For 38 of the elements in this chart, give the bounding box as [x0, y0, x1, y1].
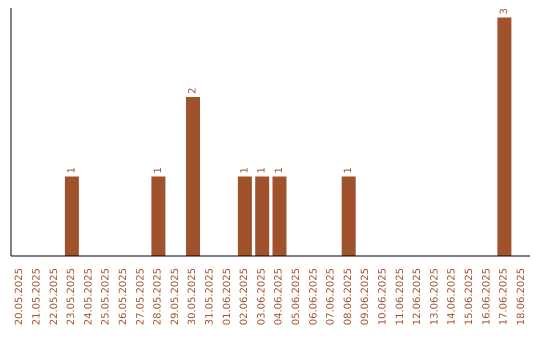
data-label: 2	[188, 88, 198, 94]
data-label: 1	[343, 167, 354, 174]
x-tick-label: 29.05.2025	[170, 268, 181, 326]
x-tick-label: 07.06.2025	[326, 268, 337, 326]
data-label: 3	[498, 8, 510, 15]
x-tick-label: 16.06.2025	[481, 268, 492, 326]
x-tick-label: 09.06.2025	[360, 268, 372, 326]
x-tick-label: 31.05.2025	[204, 268, 216, 326]
x-tick-label: 14.06.2025	[446, 268, 458, 326]
x-tick-label: 02.06.2025	[239, 268, 250, 326]
x-tick-label: 03.06.2025	[256, 268, 268, 326]
x-tick-label: 13.06.2025	[429, 268, 440, 326]
x-tick-label: 04.06.2025	[274, 268, 285, 326]
data-label: 1	[274, 167, 285, 174]
x-tick-label: 10.06.2025	[377, 268, 388, 326]
x-tick-label: 05.06.2025	[290, 268, 302, 326]
data-label: 1	[66, 167, 78, 174]
x-tick-label: 18.06.2025	[516, 268, 527, 326]
x-tick-label: 30.05.2025	[187, 268, 198, 326]
x-tick-label: 28.05.2025	[152, 268, 164, 326]
x-tick-label: 15.06.2025	[464, 268, 475, 326]
x-tick-label: 06.06.2025	[308, 268, 320, 326]
x-tick-label: 27.05.2025	[135, 268, 146, 326]
x-tick-label: 20.05.2025	[14, 268, 26, 326]
x-tick-label: 24.05.2025	[83, 268, 94, 326]
x-tick-label: 12.06.2025	[412, 268, 424, 326]
data-label: 1	[256, 167, 268, 174]
x-tick-label: 17.06.2025	[498, 268, 510, 326]
x-tick-label: 01.06.2025	[222, 268, 233, 326]
x-tick-label: 21.05.2025	[31, 268, 42, 326]
x-tick-label: 26.05.2025	[118, 268, 129, 326]
x-tick-label: 08.06.2025	[342, 268, 354, 326]
x-tick-label: 22.05.2025	[48, 268, 60, 326]
x-tick-label: 25.05.2025	[100, 268, 112, 326]
data-label: 1	[239, 167, 250, 174]
data-label: 1	[152, 167, 164, 174]
x-tick-label: 23.05.2025	[66, 268, 78, 326]
x-tick-label: 11.06.2025	[394, 268, 406, 326]
